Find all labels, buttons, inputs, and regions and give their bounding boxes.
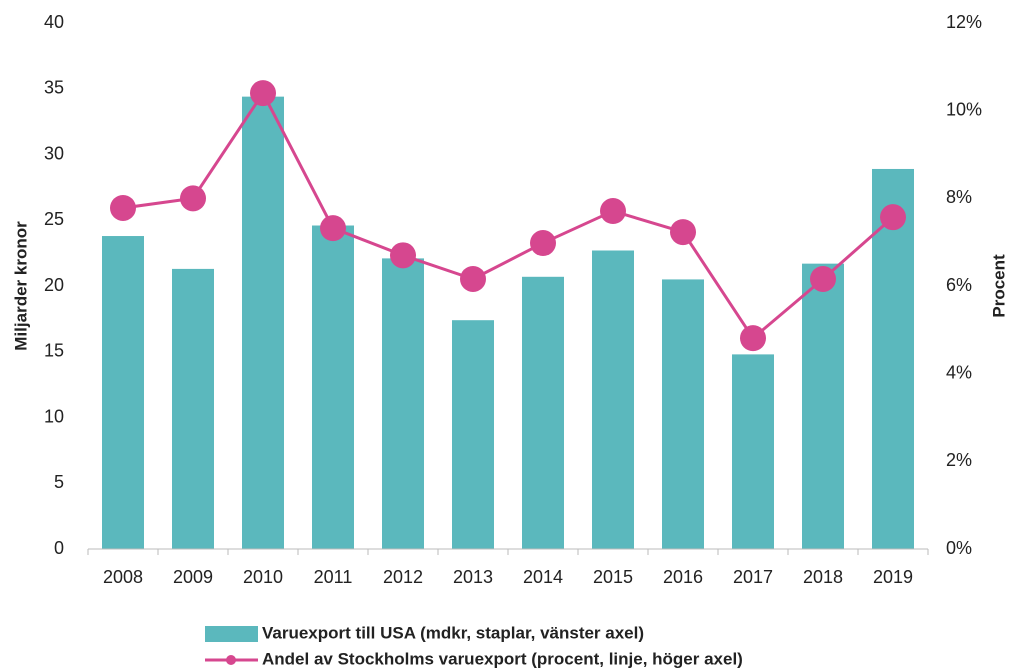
y2-tick-label: 10%	[946, 99, 982, 119]
bar	[452, 320, 494, 549]
x-tick-label: 2019	[873, 567, 913, 587]
bar	[102, 236, 144, 549]
bar	[872, 168, 914, 549]
y-tick-label: 10	[44, 406, 64, 426]
bar	[522, 276, 564, 549]
y-tick-label: 20	[44, 275, 64, 295]
line	[122, 90, 894, 341]
y2-tick-label: 8%	[946, 187, 972, 207]
line-marker	[250, 80, 276, 107]
y-axis-label: Miljarder kronor	[11, 221, 30, 351]
line-marker	[810, 265, 836, 292]
line-marker	[670, 219, 696, 246]
y-tick-label: 0	[54, 538, 64, 558]
y2-tick-label: 2%	[946, 450, 972, 470]
y2-tick-label: 12%	[946, 12, 982, 32]
y-tick-label: 40	[44, 12, 64, 32]
y-tick-label: 25	[44, 209, 64, 229]
x-tick-label: 2011	[314, 567, 353, 587]
x-tick-label: 2010	[243, 567, 283, 587]
bar	[172, 268, 214, 549]
line-marker	[530, 230, 556, 257]
legend-label: Andel av Stockholms varuexport (procent,…	[262, 649, 743, 668]
y2-tick-label: 6%	[946, 275, 972, 295]
x-tick-label: 2008	[103, 567, 143, 587]
line-marker	[740, 325, 766, 352]
line-marker	[880, 204, 906, 231]
legend-label: Varuexport till USA (mdkr, staplar, väns…	[262, 623, 644, 642]
x-tick-label: 2017	[733, 567, 773, 587]
x-tick-label: 2009	[173, 567, 213, 587]
x-tick-label: 2013	[453, 567, 493, 587]
bar	[382, 258, 424, 549]
bar	[312, 225, 354, 549]
line-marker	[110, 194, 136, 221]
bar	[732, 354, 774, 549]
line-marker	[460, 265, 486, 292]
line-marker	[320, 215, 346, 242]
bar	[592, 250, 634, 549]
y-tick-label: 5	[54, 472, 64, 492]
x-tick-label: 2016	[663, 567, 703, 587]
y2-axis-label: Procent	[989, 254, 1008, 318]
bar	[802, 263, 844, 549]
x-tick-label: 2012	[383, 567, 423, 587]
y2-tick-label: 0%	[946, 538, 972, 558]
legend-swatch	[226, 655, 236, 665]
x-tick-label: 2015	[593, 567, 633, 587]
line-marker	[180, 185, 206, 212]
bar	[242, 96, 284, 549]
x-tick-label: 2018	[803, 567, 843, 587]
y-tick-label: 35	[44, 78, 64, 98]
line-marker	[390, 242, 416, 269]
legend-swatch	[205, 626, 258, 642]
line-marker	[600, 198, 626, 225]
bar	[662, 279, 704, 549]
y2-tick-label: 4%	[946, 362, 972, 382]
y-tick-label: 30	[44, 143, 64, 163]
x-tick-label: 2014	[523, 567, 563, 587]
y-tick-label: 15	[44, 341, 64, 361]
